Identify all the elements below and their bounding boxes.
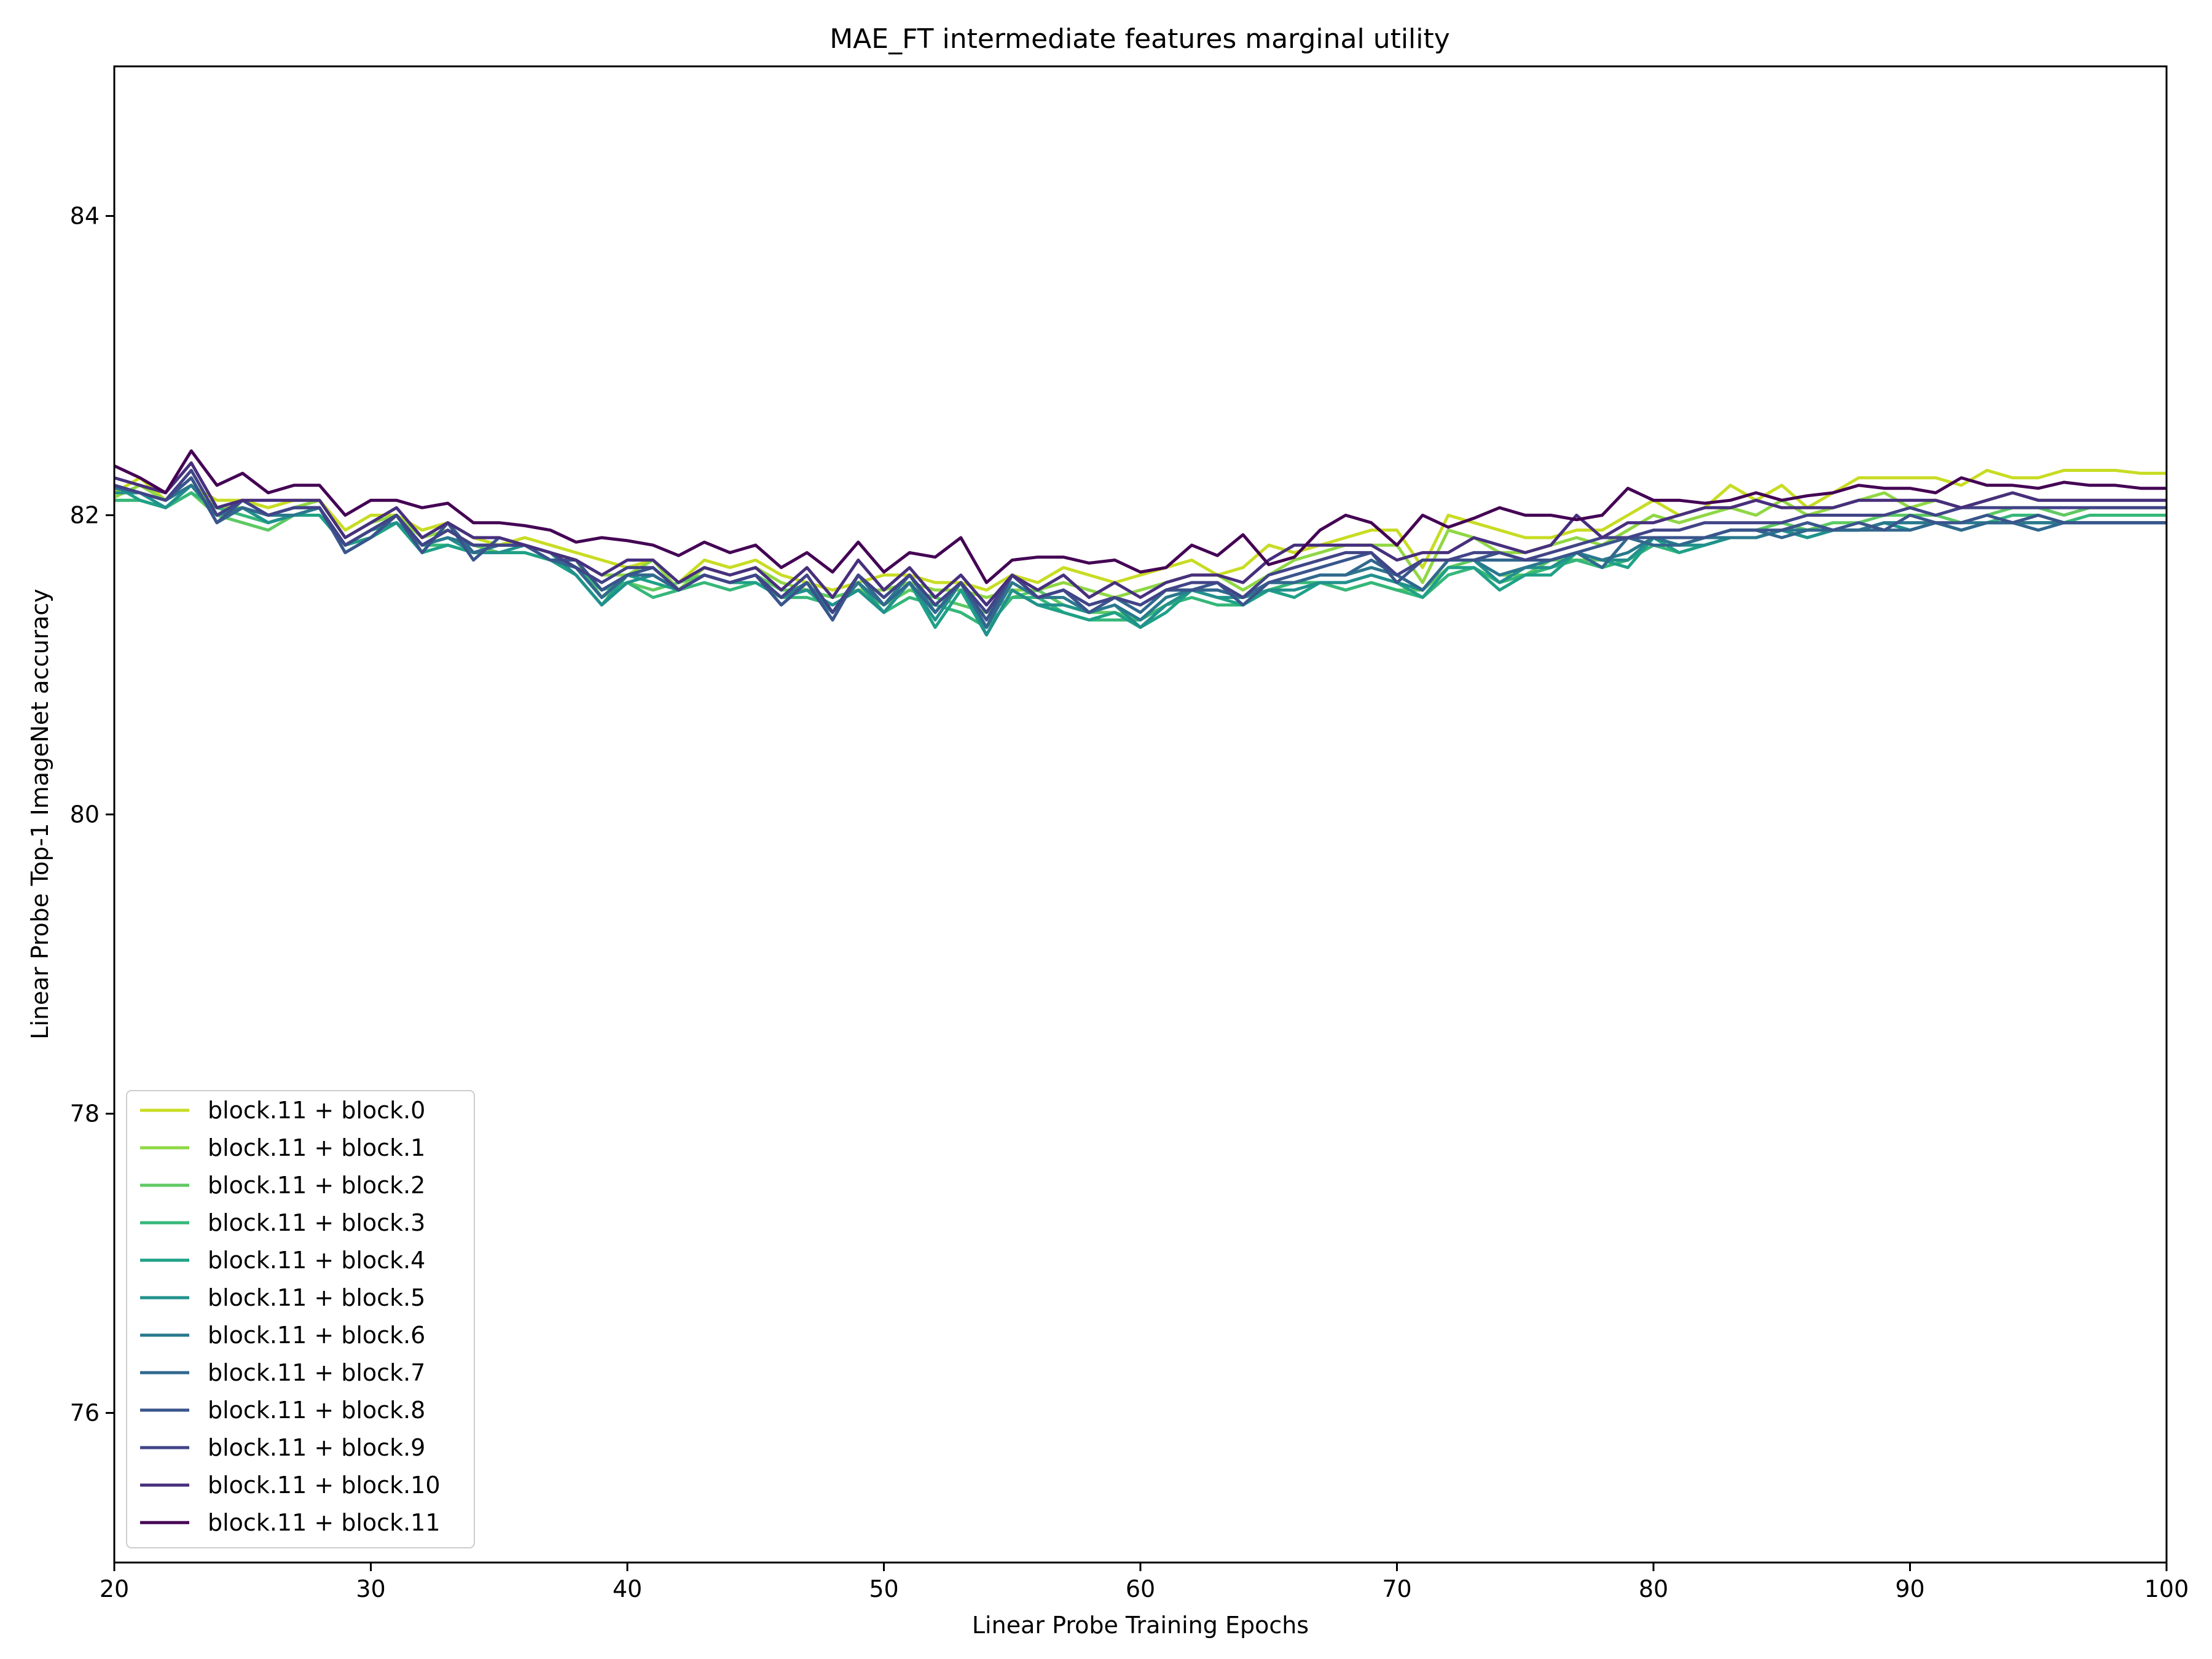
- x-tick-label: 100: [2144, 1575, 2189, 1602]
- legend-label: block.11 + block.2: [208, 1172, 425, 1199]
- legend-label: block.11 + block.8: [208, 1397, 425, 1424]
- legend-label: block.11 + block.10: [208, 1472, 441, 1499]
- y-tick-label: 76: [70, 1400, 100, 1427]
- series-line-10: [114, 461, 2167, 607]
- x-tick-label: 20: [100, 1575, 129, 1602]
- chart-title: MAE_FT intermediate features marginal ut…: [830, 23, 1450, 55]
- series-line-9: [114, 469, 2167, 614]
- legend-box: [126, 1090, 475, 1548]
- x-tick-label: 90: [1895, 1575, 1924, 1602]
- legend-label: block.11 + block.5: [208, 1284, 425, 1311]
- y-axis: 76 78 80 82 84: [70, 203, 114, 1427]
- y-axis-label: Linear Probe Top-1 ImageNet accuracy: [26, 589, 53, 1039]
- legend-label: block.11 + block.1: [208, 1134, 425, 1161]
- legend-label: block.11 + block.3: [208, 1209, 425, 1236]
- legend-label: block.11 + block.4: [208, 1247, 425, 1274]
- series-line-5: [114, 484, 2167, 637]
- x-axis-label: Linear Probe Training Epochs: [972, 1612, 1309, 1639]
- legend-label: block.11 + block.7: [208, 1359, 425, 1386]
- y-tick-label: 84: [70, 203, 100, 230]
- y-tick-label: 82: [70, 502, 100, 529]
- x-tick-label: 70: [1382, 1575, 1411, 1602]
- legend-label: block.11 + block.0: [208, 1097, 425, 1124]
- series-lines: [113, 449, 2167, 637]
- y-tick-label: 78: [70, 1100, 100, 1128]
- series-line-11: [113, 449, 2167, 584]
- legend-label: block.11 + block.6: [208, 1322, 425, 1349]
- legend-label: block.11 + block.9: [208, 1434, 425, 1461]
- x-tick-label: 40: [613, 1575, 642, 1602]
- legend-label: block.11 + block.11: [208, 1509, 441, 1536]
- x-tick-label: 50: [869, 1575, 898, 1602]
- x-tick-label: 80: [1639, 1575, 1668, 1602]
- x-axis: 20 30 40 50 60 70 80 90 100: [100, 1563, 2189, 1602]
- legend: block.11 + block.0 block.11 + block.1 bloc…: [126, 1090, 475, 1548]
- y-tick-label: 80: [70, 801, 100, 828]
- x-tick-label: 60: [1126, 1575, 1155, 1602]
- x-tick-label: 30: [356, 1575, 385, 1602]
